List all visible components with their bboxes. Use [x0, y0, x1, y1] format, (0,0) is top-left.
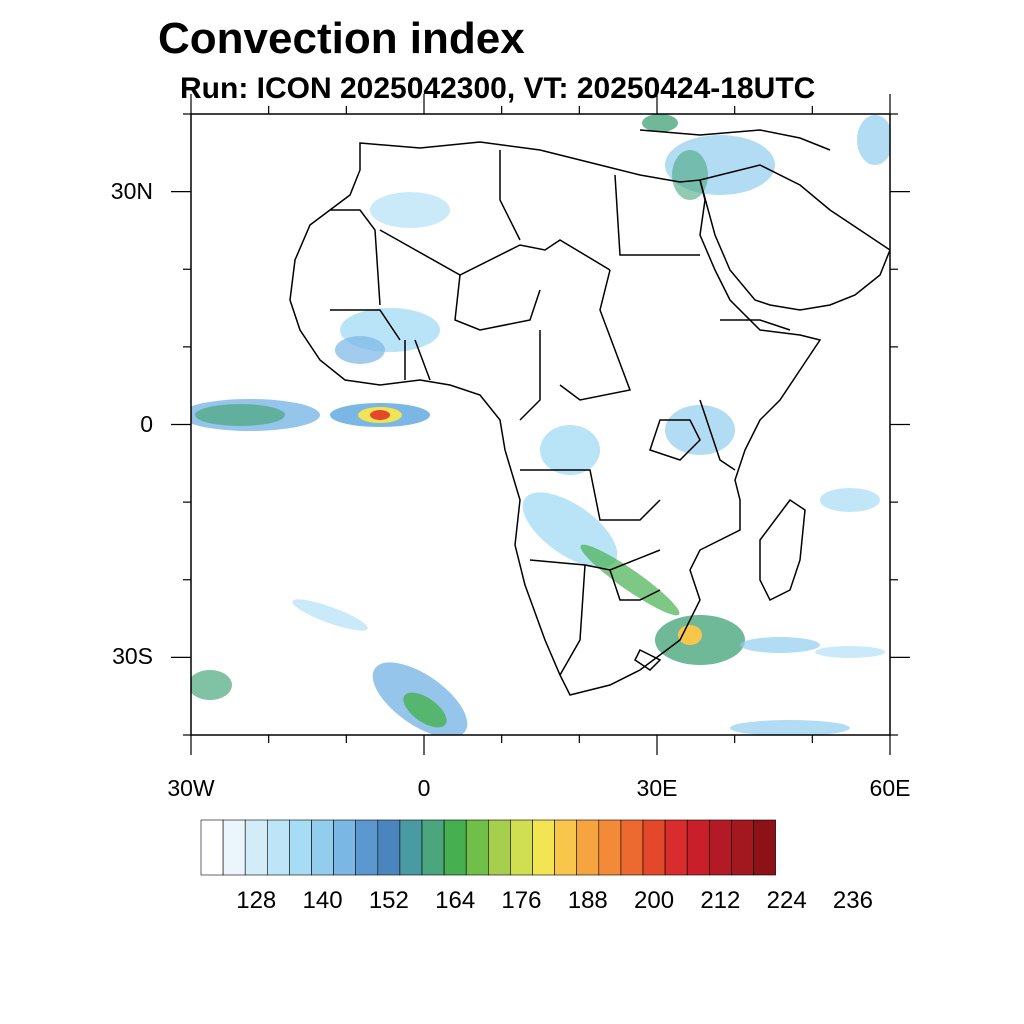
colorbar-box [598, 819, 622, 876]
convection-field [191, 114, 890, 735]
colorbar-box [731, 819, 754, 876]
colorbar-box [377, 819, 401, 876]
colorbar-box [443, 819, 467, 876]
colorbar [200, 819, 776, 876]
colorbar-box [487, 819, 511, 876]
colorbar-box [753, 819, 776, 876]
lat-tick-label: 30S [112, 643, 153, 670]
colorbar-box [576, 819, 600, 876]
colorbar-box [244, 819, 268, 876]
lon-tick-label: 30E [636, 775, 678, 801]
colorbar-box [311, 819, 334, 876]
lon-tick-label: 60E [869, 775, 911, 801]
coastlines [289, 129, 890, 696]
lon-tick-label: 0 [417, 775, 431, 801]
chart-title: Convection index [158, 14, 525, 63]
colorbar-box [554, 819, 577, 876]
colorbar-tick-label: 128 [236, 887, 277, 914]
lat-tick-label: 0 [140, 410, 153, 437]
colorbar-box [355, 819, 379, 876]
colorbar-box [620, 819, 644, 876]
colorbar-tick-label: 224 [766, 887, 807, 914]
colorbar-box [532, 819, 555, 876]
colorbar-tick-label: 188 [567, 887, 608, 914]
colorbar-tick-label: 164 [435, 887, 476, 914]
lat-tick-label: 30N [110, 177, 153, 204]
colorbar-tick-label: 176 [501, 887, 542, 914]
map-content [191, 114, 890, 735]
colorbar-box [642, 819, 666, 876]
tick-marks [171, 94, 910, 755]
colorbar-box [200, 819, 224, 876]
colorbar-tick-label: 152 [368, 887, 409, 914]
colorbar-box [686, 819, 710, 876]
colorbar-box [289, 819, 312, 876]
colorbar-tick-label: 212 [700, 887, 741, 914]
lon-tick-label: 30W [167, 775, 215, 801]
colorbar-box [266, 819, 290, 876]
colorbar-box [399, 819, 423, 876]
colorbar-box [510, 819, 533, 876]
colorbar-box [664, 819, 688, 876]
colorbar-tick-label: 236 [832, 887, 873, 914]
colorbar-box [421, 819, 445, 876]
colorbar-tick-label: 200 [634, 887, 675, 914]
chart-subtitle: Run: ICON 2025042300, VT: 20250424-18UTC [180, 72, 816, 105]
colorbar-box [465, 819, 489, 876]
colorbar-box [333, 819, 357, 876]
colorbar-box [222, 819, 246, 876]
colorbar-tick-label: 140 [302, 887, 343, 914]
colorbar-box [708, 819, 732, 876]
